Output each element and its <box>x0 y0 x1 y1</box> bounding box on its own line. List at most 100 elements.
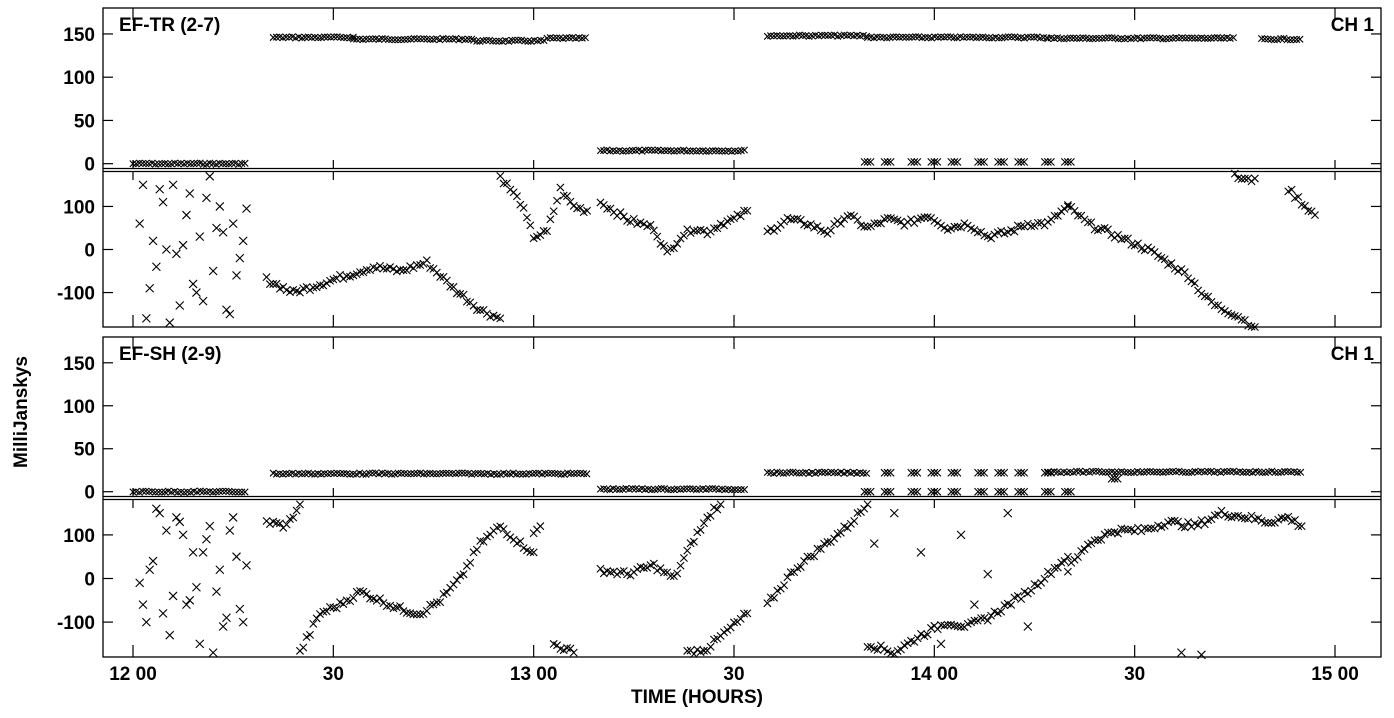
mark-stroke <box>185 189 195 198</box>
mark-stroke <box>1117 35 1126 43</box>
mark-stroke <box>541 469 549 477</box>
phase-point <box>783 573 792 582</box>
phase-point <box>238 236 248 246</box>
mark-stroke <box>439 469 447 477</box>
mark-stroke <box>1082 34 1090 42</box>
phase-point <box>305 286 314 295</box>
mark-stroke <box>372 264 381 273</box>
phase-point <box>1023 622 1033 631</box>
mark-stroke <box>853 31 861 39</box>
amplitude-point <box>330 33 338 41</box>
amplitude-point <box>1101 468 1110 476</box>
mark-stroke <box>860 487 869 496</box>
amplitude-point <box>1098 468 1106 476</box>
mark-stroke <box>198 547 208 557</box>
mark-stroke <box>708 146 717 155</box>
mark-stroke <box>479 305 488 314</box>
phase-point <box>265 520 274 529</box>
mark-stroke <box>1080 545 1089 554</box>
amplitude-point <box>549 34 558 42</box>
mark-stroke <box>596 147 605 155</box>
mark-stroke <box>737 485 745 494</box>
mark-stroke <box>192 288 201 297</box>
mark-stroke <box>1191 34 1199 42</box>
mark-stroke <box>1237 315 1246 324</box>
mark-stroke <box>445 469 453 478</box>
amplitude-point <box>974 468 983 477</box>
mark-stroke <box>472 306 481 315</box>
mark-stroke <box>596 564 605 573</box>
mark-stroke <box>980 231 989 240</box>
phase-point <box>269 280 278 289</box>
mark-stroke <box>1143 467 1151 476</box>
mark-stroke <box>396 602 405 611</box>
mark-stroke <box>657 484 665 493</box>
phase-point <box>526 547 535 556</box>
mark-stroke <box>723 625 732 634</box>
mark-stroke <box>212 587 221 596</box>
mark-stroke <box>987 611 996 620</box>
mark-stroke <box>1223 468 1231 476</box>
mark-stroke <box>927 157 936 166</box>
amplitude-point <box>715 147 723 155</box>
phase-point <box>161 245 171 254</box>
amplitude-point <box>947 487 956 496</box>
amplitude-point <box>664 486 672 494</box>
phase-point <box>743 609 752 618</box>
phase-point <box>836 219 845 228</box>
mark-stroke <box>696 225 705 234</box>
amplitude-point <box>1043 487 1052 496</box>
mark-stroke <box>629 214 638 223</box>
mark-stroke <box>1220 467 1228 476</box>
mark-stroke <box>1223 33 1231 42</box>
phase-point <box>1063 552 1072 561</box>
phase-point <box>1144 243 1153 252</box>
mark-stroke <box>1017 157 1026 166</box>
amp-y-tick-label: 100 <box>63 397 95 418</box>
mark-stroke <box>1063 567 1072 576</box>
amplitude-point <box>442 469 450 477</box>
mark-stroke <box>320 469 329 478</box>
mark-stroke <box>706 511 715 520</box>
amplitude-point <box>525 469 533 478</box>
mark-stroke <box>850 517 859 526</box>
mark-stroke <box>1165 34 1174 43</box>
amplitude-point <box>644 146 653 154</box>
mark-stroke <box>553 196 562 205</box>
mark-stroke <box>476 306 485 315</box>
phase-point <box>726 623 735 632</box>
mark-stroke <box>1103 528 1112 537</box>
phase-point <box>653 566 662 575</box>
mark-stroke <box>689 485 697 493</box>
mark-stroke <box>1108 468 1116 476</box>
mark-stroke <box>469 36 478 44</box>
mark-stroke <box>576 469 585 477</box>
phase-point <box>957 622 966 631</box>
amplitude-point <box>876 33 884 41</box>
amplitude-point <box>1162 468 1170 476</box>
mark-stroke <box>282 33 290 41</box>
amplitude-point <box>235 488 243 496</box>
amplitude-point <box>580 470 588 478</box>
mark-stroke <box>883 647 892 656</box>
amplitude-point <box>199 160 207 168</box>
mark-stroke <box>282 469 290 478</box>
amplitude-point <box>1239 468 1247 476</box>
mark-stroke <box>508 36 516 44</box>
mark-stroke <box>222 613 231 623</box>
mark-stroke <box>708 484 717 492</box>
phase-point <box>1240 514 1249 523</box>
amplitude-point <box>622 147 630 155</box>
mark-stroke <box>1268 467 1276 475</box>
amplitude-point <box>368 35 377 43</box>
mark-stroke <box>890 215 899 224</box>
mark-stroke <box>1127 240 1136 249</box>
mark-stroke <box>412 610 421 619</box>
phase-point <box>175 301 185 310</box>
mark-stroke <box>860 504 869 513</box>
amplitude-point <box>1092 467 1100 475</box>
phase-point <box>723 625 732 634</box>
mark-stroke <box>178 240 188 250</box>
phase-point <box>529 548 538 557</box>
amplitude-point <box>314 34 322 42</box>
